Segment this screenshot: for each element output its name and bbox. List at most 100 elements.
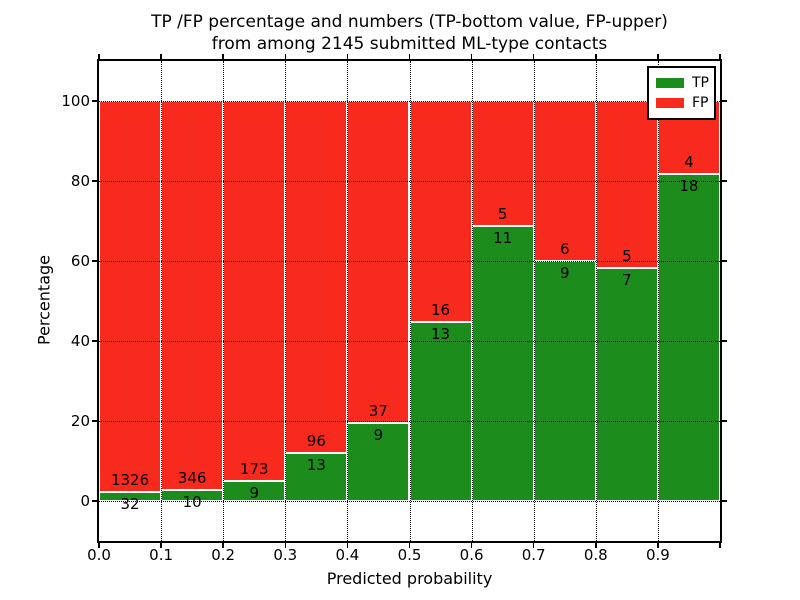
chart-title: TP /FP percentage and numbers (TP-bottom…	[99, 11, 720, 55]
x-axis-tick	[346, 543, 349, 548]
x-axis-tick	[98, 54, 100, 59]
fp-count-label: 5	[497, 205, 508, 223]
x-tick-label: 0.8	[583, 546, 608, 564]
x-axis-tick	[160, 54, 162, 59]
fp-count-label: 37	[368, 401, 388, 420]
y-axis-tick	[722, 340, 727, 342]
x-axis-tick	[657, 543, 659, 548]
x-tick-label: 0.9	[645, 546, 670, 564]
fp-bar-segment	[471, 101, 534, 226]
x-axis-tick	[470, 543, 473, 548]
y-axis-tick	[722, 260, 727, 262]
legend: TP FP	[647, 66, 716, 120]
vertical-gridline	[533, 61, 535, 541]
y-axis-tick	[92, 260, 97, 262]
chart-title-line2: from among 2145 submitted ML-type contac…	[211, 34, 608, 54]
tp-count-label: 9	[559, 264, 570, 282]
x-axis-tick	[719, 54, 721, 59]
tp-count-label: 11	[493, 229, 513, 247]
fp-count-label: 6	[559, 240, 570, 258]
x-axis-tick	[222, 543, 224, 548]
chart-title-line1: TP /FP percentage and numbers (TP-bottom…	[151, 12, 668, 32]
tp-count-label: 18	[679, 176, 699, 195]
vertical-gridline	[161, 61, 163, 541]
fp-bar-segment	[595, 101, 658, 268]
tp-bar-segment	[99, 491, 162, 501]
vertical-gridline	[223, 61, 225, 541]
tp-legend-swatch	[656, 78, 684, 88]
tp-count-label: 10	[182, 492, 202, 511]
fp-legend-label: FP	[692, 95, 709, 111]
fp-legend-swatch	[656, 98, 684, 108]
vertical-gridline	[471, 61, 473, 541]
x-axis-tick	[595, 543, 597, 548]
vertical-gridline	[595, 61, 597, 541]
tp-bar-segment	[657, 173, 720, 501]
x-tick-label: 0.0	[87, 546, 111, 564]
fp-count-label: 346	[177, 468, 207, 487]
fp-bar-segment	[223, 101, 286, 482]
tp-count-label: 7	[622, 270, 632, 289]
tp-count-label: 9	[249, 484, 259, 503]
x-axis-tick	[346, 54, 349, 59]
x-axis-tick	[470, 54, 473, 59]
fp-count-label: 4	[684, 152, 694, 171]
x-axis-tick	[719, 543, 721, 548]
fp-bar-segment	[99, 101, 162, 492]
y-tick-label: 40	[70, 332, 90, 350]
fp-bar-segment	[285, 101, 348, 454]
tp-count-label: 13	[431, 324, 451, 343]
x-axis-label: Predicted probability	[326, 569, 493, 588]
x-tick-label: 0.1	[149, 546, 174, 564]
y-axis-tick	[92, 340, 97, 342]
y-tick-label: 20	[70, 412, 90, 430]
x-tick-label: 0.4	[335, 546, 360, 564]
x-axis-tick	[160, 543, 162, 548]
bar-count-labels-layer: 1326 32 346 10 173 9 96 13 37 9 16 13 5 11 6 9 5 7 4 18	[99, 61, 720, 541]
vertical-gridline	[285, 61, 287, 541]
tp-count-label: 9	[373, 425, 384, 444]
vertical-gridline	[409, 61, 411, 541]
y-axis-tick	[92, 180, 97, 182]
bars-layer	[99, 61, 720, 541]
y-axis-tick	[92, 500, 97, 502]
vertical-gridline	[347, 61, 349, 541]
tp-bar-segment	[533, 261, 596, 501]
y-axis-tick	[722, 500, 727, 502]
fp-count-label: 5	[622, 246, 632, 265]
x-tick-label: 0.3	[273, 546, 298, 564]
x-axis-tick	[408, 543, 411, 548]
y-axis-tick	[722, 180, 727, 182]
y-axis-tick	[92, 420, 97, 422]
x-tick-label: 0.5	[397, 546, 422, 564]
x-tick-label: 0.7	[521, 546, 546, 564]
x-axis-tick	[98, 543, 100, 548]
tp-bar-segment	[285, 453, 348, 501]
x-axis-tick	[222, 54, 224, 59]
x-axis-tick	[284, 54, 287, 59]
tp-legend-label: TP	[692, 75, 709, 91]
x-axis-tick	[595, 54, 597, 59]
y-axis-tick	[92, 100, 97, 102]
fp-count-label: 96	[306, 432, 326, 451]
x-axis-tick	[532, 54, 535, 59]
y-tick-label: 60	[70, 252, 90, 270]
plot-area: 1326 32 346 10 173 9 96 13 37 9 16 13 5 11 6 9 5 7 4 18 TP …	[92, 54, 727, 548]
fp-count-label: 1326	[110, 470, 150, 489]
x-axis-tick	[532, 543, 535, 548]
y-axis-tick	[722, 420, 727, 422]
y-tick-label: 100	[61, 92, 90, 110]
x-axis-tick	[657, 54, 659, 59]
x-tick-label: 0.6	[459, 546, 484, 564]
x-axis-tick	[284, 543, 287, 548]
gridlines-layer	[99, 61, 720, 541]
legend-entry-tp: TP	[656, 73, 714, 93]
vertical-gridline	[657, 61, 659, 541]
y-tick-label: 0	[80, 492, 90, 510]
x-tick-label: 0.2	[211, 546, 236, 564]
fp-count-label: 16	[431, 300, 451, 319]
y-axis-tick	[722, 100, 727, 102]
y-tick-label: 80	[70, 172, 90, 190]
legend-entry-fp: FP	[656, 93, 714, 113]
